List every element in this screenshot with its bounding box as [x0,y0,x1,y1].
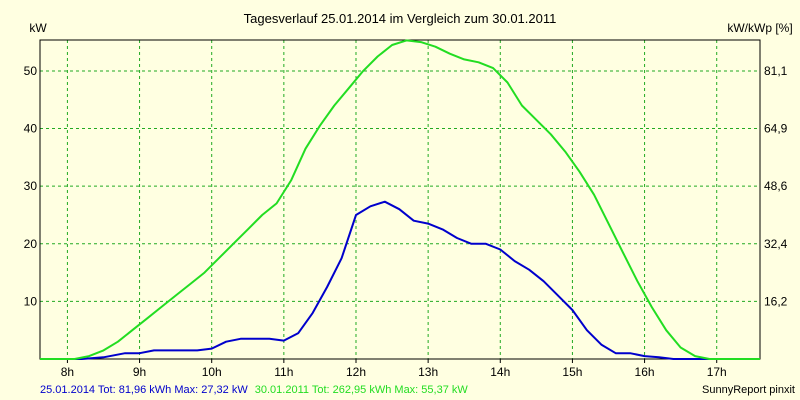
x-tick-label: 8h [61,365,74,379]
x-tick-label: 14h [490,365,510,379]
left-axis-unit: kW [29,21,47,35]
grid [40,40,760,359]
x-tick-label: 13h [418,365,438,379]
x-tick-label: 11h [274,365,293,379]
y-tick-label-left: 30 [24,179,38,193]
y-tick-label-right: 32,4 [764,237,788,251]
y-tick-label-right: 81,1 [764,64,788,78]
y-tick-label-left: 50 [24,64,38,78]
y-tick-label-left: 10 [24,294,38,308]
y-tick-label-left: 40 [24,122,38,136]
footer-credit: SunnyReport pinxit [702,384,795,396]
x-tick-label: 12h [346,365,366,379]
legend-series-2011: 30.01.2011 Tot: 262,95 kWh Max: 55,37 kW [255,384,469,396]
axes [39,39,761,363]
y-tick-label-left: 20 [24,237,38,251]
x-tick-label: 17h [707,365,727,379]
y-tick-label-right: 48,6 [764,179,788,193]
x-tick-label: 16h [635,365,655,379]
x-tick-label: 15h [562,365,582,379]
plot-frame [39,39,761,360]
footer-legend: 25.01.2014 Tot: 81,96 kWh Max: 27,32 kW … [40,384,468,396]
chart-title: Tagesverlauf 25.01.2014 im Vergleich zum… [244,11,557,26]
series [40,39,760,360]
tick-labels: 10 16,2 20 32,4 30 48,6 40 64,9 50 81,1 8h 9h 10h 11h… [24,64,788,379]
legend-series-2014: 25.01.2014 Tot: 81,96 kWh Max: 27,32 kW [40,384,248,396]
y-tick-label-right: 64,9 [764,122,788,136]
x-tick-label: 9h [133,365,146,379]
right-axis-unit: kW/kWp [%] [727,21,792,35]
series-line-2011 [40,39,760,360]
x-tick-label: 10h [202,365,222,379]
series-line-2014 [40,200,760,360]
y-tick-label-right: 16,2 [764,294,788,308]
